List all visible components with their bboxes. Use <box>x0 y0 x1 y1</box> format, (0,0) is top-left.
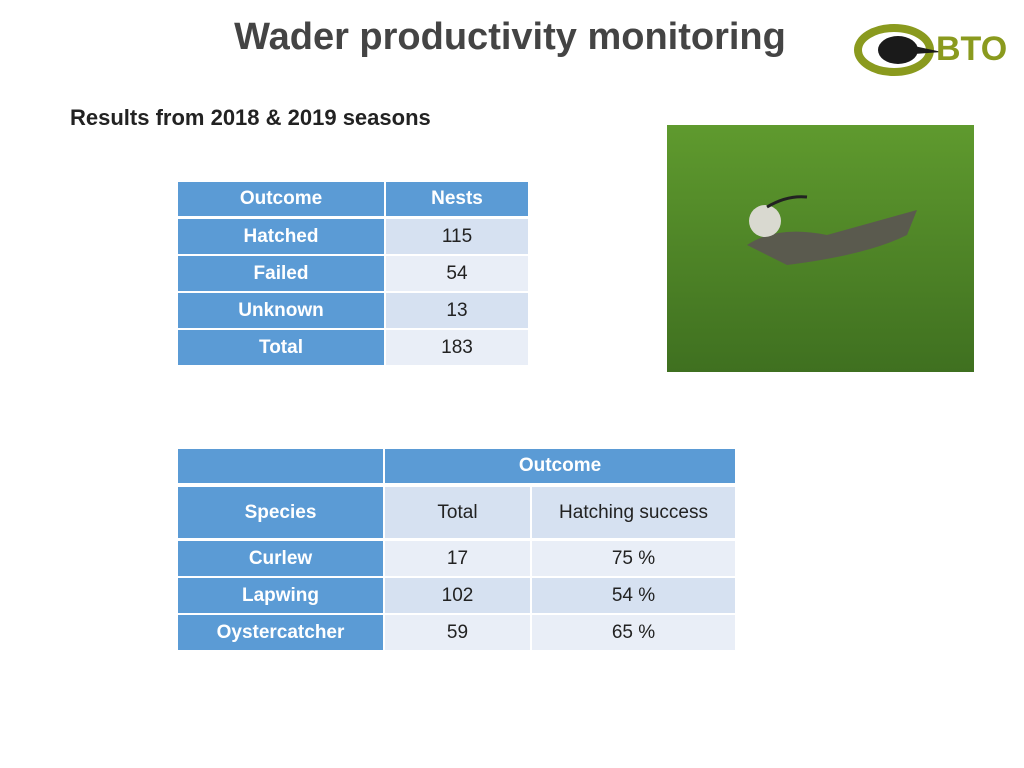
bird-crest <box>766 195 808 209</box>
group-header: Outcome <box>385 449 735 483</box>
bird-body <box>747 210 917 265</box>
row-header: Oystercatcher <box>178 615 383 650</box>
subtitle: Results from 2018 & 2019 seasons <box>70 105 431 130</box>
data-cell: 102 <box>385 578 530 613</box>
header-cell: Total <box>385 487 530 538</box>
title: Wader productivity monitoring <box>234 16 786 58</box>
row-header: Failed <box>178 256 384 291</box>
bird-head <box>749 205 781 237</box>
logo-beak <box>914 46 942 54</box>
header-cell: Hatching success <box>532 487 735 538</box>
data-cell: 115 <box>386 219 528 254</box>
data-cell: 54 % <box>532 578 735 613</box>
data-cell: 183 <box>386 330 528 365</box>
data-cell: 59 <box>385 615 530 650</box>
data-cell: 75 % <box>532 541 735 576</box>
row-header: Total <box>178 330 384 365</box>
header-cell: Outcome <box>178 182 384 216</box>
row-header: Unknown <box>178 293 384 328</box>
logo-text: BTO <box>936 30 1007 68</box>
corner-cell <box>178 449 383 483</box>
row-header: Lapwing <box>178 578 383 613</box>
data-cell: 65 % <box>532 615 735 650</box>
photo <box>667 125 974 372</box>
row-header: Curlew <box>178 541 383 576</box>
logo-bird <box>878 36 918 64</box>
header-cell: Species <box>178 487 383 538</box>
data-cell: 13 <box>386 293 528 328</box>
data-cell: 17 <box>385 541 530 576</box>
row-header: Hatched <box>178 219 384 254</box>
data-cell: 54 <box>386 256 528 291</box>
header-cell: Nests <box>386 182 528 216</box>
logo: BTO <box>854 24 1007 76</box>
